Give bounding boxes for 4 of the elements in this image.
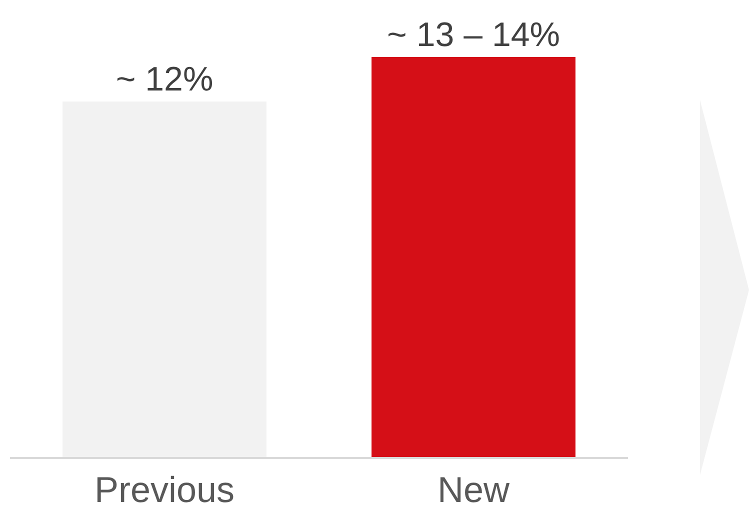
x-tick-label: New	[437, 468, 511, 510]
data-label: ~ 13 – 14%	[387, 16, 560, 54]
data-label: ~ 12%	[116, 60, 214, 98]
x-tick-label: Previous	[94, 468, 235, 510]
